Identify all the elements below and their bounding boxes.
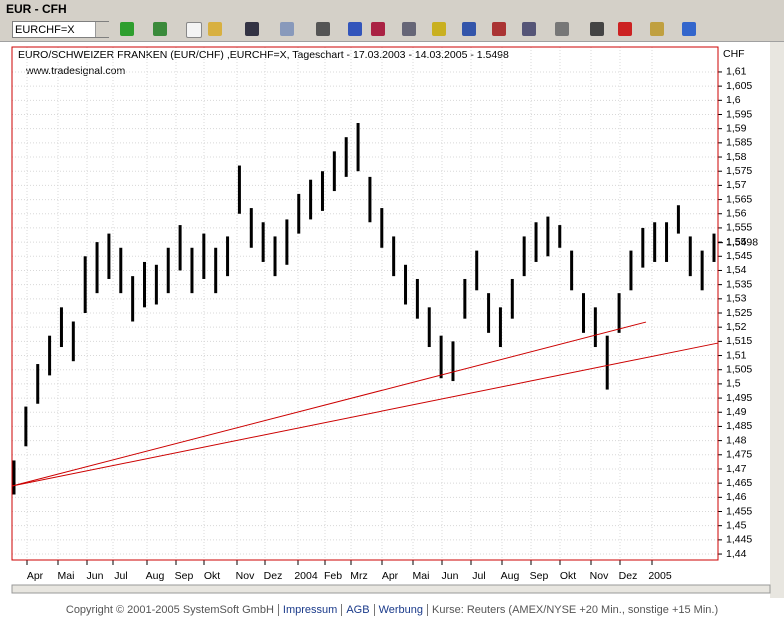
y-tick-label: 1,585: [726, 137, 752, 149]
symbol-dropdown[interactable]: [95, 22, 109, 37]
tool-icon[interactable]: [120, 22, 134, 36]
tool-icon[interactable]: [402, 22, 416, 36]
y-tick-label: 1,61: [726, 66, 747, 78]
tool-icon[interactable]: [245, 22, 259, 36]
x-tick-label: Nov: [236, 570, 255, 582]
y-tick-label: 1,475: [726, 449, 752, 461]
tool-icon[interactable]: [555, 22, 569, 36]
x-tick-label: Dez: [619, 570, 638, 582]
x-tick-label: Jun: [87, 570, 104, 582]
tool-icon[interactable]: [348, 22, 362, 36]
h-scrollbar[interactable]: [11, 584, 771, 594]
y-tick-label: 1,56: [726, 208, 747, 220]
trend-line: [11, 342, 719, 487]
last-price-label: 1,5498: [726, 236, 758, 248]
y-tick-label: 1,545: [726, 250, 752, 262]
symbol-input[interactable]: EURCHF=X: [12, 21, 109, 38]
y-tick-label: 1,605: [726, 80, 752, 92]
y-tick-label: 1,595: [726, 108, 752, 120]
plot-frame: [11, 46, 719, 561]
y-tick-label: 1,58: [726, 151, 747, 163]
x-tick-label: Jul: [472, 570, 485, 582]
y-tick-label: 1,565: [726, 193, 752, 205]
x-tick-label: Mai: [413, 570, 430, 582]
y-tick-label: 1,495: [726, 392, 752, 404]
y-tick-label: 1,515: [726, 335, 752, 347]
y-tick-label: 1,51: [726, 349, 747, 361]
y-tick-label: 1,59: [726, 122, 747, 134]
x-tick-label: Mai: [58, 570, 75, 582]
y-tick-label: 1,555: [726, 222, 752, 234]
y-tick-label: 1,525: [726, 307, 752, 319]
tool-icon[interactable]: [682, 22, 696, 36]
tool-icon[interactable]: [650, 22, 664, 36]
x-tick-label: Sep: [530, 570, 549, 582]
y-tick-label: 1,445: [726, 534, 752, 546]
x-tick-label: Apr: [27, 570, 44, 582]
y-tick-label: 1,455: [726, 505, 752, 517]
tool-icon[interactable]: [590, 22, 604, 36]
tool-icon[interactable]: [153, 22, 167, 36]
tool-icon[interactable]: [371, 22, 385, 36]
toolbar: EURCHF=X: [0, 18, 784, 42]
y-tick-label: 1,465: [726, 477, 752, 489]
quote-note: Kurse: Reuters (AMEX/NYSE +20 Min., sons…: [427, 604, 723, 616]
x-tick-label: Sep: [175, 570, 194, 582]
tool-icon[interactable]: [208, 22, 222, 36]
y-tick-label: 1,5: [726, 378, 741, 390]
x-tick-label: Apr: [382, 570, 399, 582]
y-tick-label: 1,53: [726, 293, 747, 305]
x-tick-label: 2004: [294, 570, 318, 582]
y-tick-label: 1,6: [726, 94, 741, 106]
x-tick-label: Jun: [442, 570, 459, 582]
tool-icon[interactable]: [432, 22, 446, 36]
footer-link[interactable]: Impressum: [277, 604, 342, 616]
y-tick-label: 1,54: [726, 264, 747, 276]
x-tick-label: 2005: [648, 570, 672, 582]
footer-link[interactable]: Werbung: [373, 604, 427, 616]
chart-title: EURO/SCHWEIZER FRANKEN (EUR/CHF) ,EURCHF…: [18, 49, 509, 61]
y-tick-label: 1,55: [726, 236, 747, 248]
trend-line: [11, 321, 647, 487]
x-tick-label: Okt: [560, 570, 576, 582]
v-scrollbar[interactable]: [770, 42, 784, 598]
tool-icon[interactable]: [618, 22, 632, 36]
x-tick-label: Feb: [324, 570, 342, 582]
tool-icon[interactable]: [462, 22, 476, 36]
y-tick-label: 1,535: [726, 278, 752, 290]
footer-link[interactable]: AGB: [341, 604, 374, 616]
x-tick-label: Nov: [590, 570, 609, 582]
y-tick-label: 1,46: [726, 491, 747, 503]
tool-icon[interactable]: [280, 22, 294, 36]
y-tick-label: 1,48: [726, 434, 747, 446]
x-tick-label: Okt: [204, 570, 220, 582]
x-tick-label: Mrz: [350, 570, 368, 582]
y-tick-label: 1,47: [726, 463, 747, 475]
y-tick-label: 1,52: [726, 321, 747, 333]
y-tick-label: 1,44: [726, 548, 747, 560]
y-tick-label: 1,57: [726, 179, 747, 191]
footer: Copyright © 2001-2005 SystemSoft GmbH Imp…: [0, 602, 784, 621]
y-tick-label: 1,505: [726, 363, 752, 375]
tool-icon[interactable]: [186, 22, 202, 38]
tool-icon[interactable]: [492, 22, 506, 36]
tool-icon[interactable]: [522, 22, 536, 36]
y-tick-label: 1,485: [726, 420, 752, 432]
chart: EURO/SCHWEIZER FRANKEN (EUR/CHF) ,EURCHF…: [11, 42, 784, 598]
chart-subtitle: www.tradesignal.com: [25, 65, 125, 77]
x-tick-label: Dez: [264, 570, 283, 582]
x-tick-label: Jul: [114, 570, 127, 582]
x-tick-label: Aug: [146, 570, 165, 582]
chart-area: EURO/SCHWEIZER FRANKEN (EUR/CHF) ,EURCHF…: [0, 42, 784, 598]
y-unit: CHF: [723, 48, 745, 60]
window-title: EUR - CFH: [0, 0, 784, 18]
y-tick-label: 1,45: [726, 519, 747, 531]
tool-icon[interactable]: [316, 22, 330, 36]
y-tick-label: 1,49: [726, 406, 747, 418]
x-tick-label: Aug: [501, 570, 520, 582]
y-tick-label: 1,575: [726, 165, 752, 177]
copyright: Copyright © 2001-2005 SystemSoft GmbH: [65, 604, 274, 616]
